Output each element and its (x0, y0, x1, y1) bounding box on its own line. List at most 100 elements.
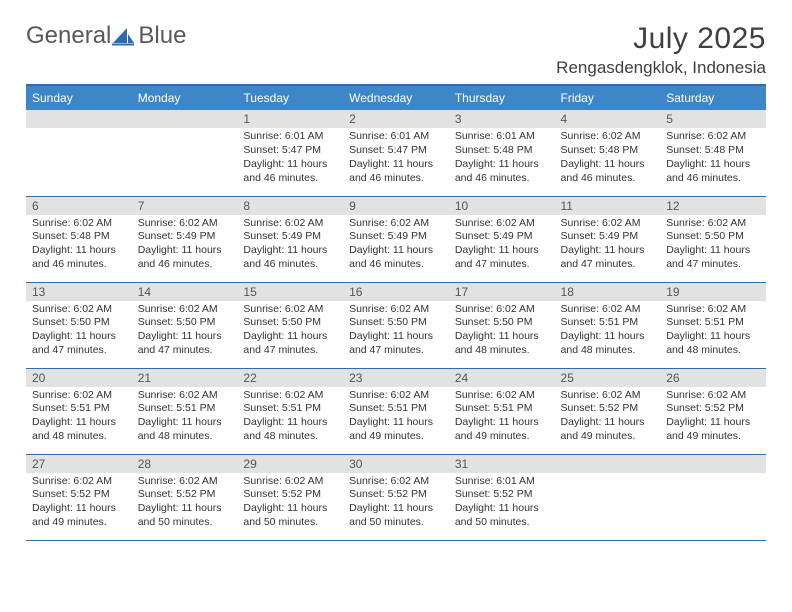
day-number: 6 (26, 197, 132, 215)
day-details: Sunrise: 6:02 AMSunset: 5:49 PMDaylight:… (132, 215, 238, 276)
logo: General Blue (26, 22, 186, 50)
day-number-empty (660, 455, 766, 473)
day-number-empty (132, 110, 238, 128)
sunset-line: Sunset: 5:50 PM (32, 316, 126, 330)
calendar-cell: 13Sunrise: 6:02 AMSunset: 5:50 PMDayligh… (26, 282, 132, 368)
day-number: 3 (449, 110, 555, 128)
sunset-line: Sunset: 5:50 PM (666, 230, 760, 244)
daylight-line: Daylight: 11 hours and 47 minutes. (243, 330, 337, 358)
calendar-row: 27Sunrise: 6:02 AMSunset: 5:52 PMDayligh… (26, 454, 766, 540)
sunrise-line: Sunrise: 6:02 AM (349, 475, 443, 489)
sunset-line: Sunset: 5:51 PM (455, 402, 549, 416)
daylight-line: Daylight: 11 hours and 46 minutes. (561, 158, 655, 186)
sunrise-line: Sunrise: 6:02 AM (349, 217, 443, 231)
sunrise-line: Sunrise: 6:01 AM (243, 130, 337, 144)
sunrise-line: Sunrise: 6:02 AM (455, 303, 549, 317)
sunrise-line: Sunrise: 6:02 AM (243, 217, 337, 231)
daylight-line: Daylight: 11 hours and 49 minutes. (32, 502, 126, 530)
sunset-line: Sunset: 5:48 PM (455, 144, 549, 158)
calendar-cell (555, 454, 661, 540)
sunrise-line: Sunrise: 6:01 AM (455, 475, 549, 489)
daylight-line: Daylight: 11 hours and 47 minutes. (138, 330, 232, 358)
daylight-line: Daylight: 11 hours and 49 minutes. (349, 416, 443, 444)
daylight-line: Daylight: 11 hours and 50 minutes. (243, 502, 337, 530)
sunset-line: Sunset: 5:51 PM (138, 402, 232, 416)
daylight-line: Daylight: 11 hours and 46 minutes. (349, 158, 443, 186)
weekday-header: Thursday (449, 86, 555, 110)
sunrise-line: Sunrise: 6:02 AM (138, 389, 232, 403)
day-details: Sunrise: 6:02 AMSunset: 5:52 PMDaylight:… (343, 473, 449, 534)
sunrise-line: Sunrise: 6:02 AM (243, 303, 337, 317)
weekday-header: Monday (132, 86, 238, 110)
day-details: Sunrise: 6:02 AMSunset: 5:48 PMDaylight:… (26, 215, 132, 276)
daylight-line: Daylight: 11 hours and 48 minutes. (243, 416, 337, 444)
calendar-cell: 17Sunrise: 6:02 AMSunset: 5:50 PMDayligh… (449, 282, 555, 368)
day-details: Sunrise: 6:02 AMSunset: 5:51 PMDaylight:… (449, 387, 555, 448)
calendar-cell: 12Sunrise: 6:02 AMSunset: 5:50 PMDayligh… (660, 196, 766, 282)
daylight-line: Daylight: 11 hours and 49 minutes. (561, 416, 655, 444)
calendar-row: 6Sunrise: 6:02 AMSunset: 5:48 PMDaylight… (26, 196, 766, 282)
sunset-line: Sunset: 5:50 PM (455, 316, 549, 330)
calendar-cell: 22Sunrise: 6:02 AMSunset: 5:51 PMDayligh… (237, 368, 343, 454)
sunset-line: Sunset: 5:50 PM (243, 316, 337, 330)
day-number: 26 (660, 369, 766, 387)
calendar-cell: 29Sunrise: 6:02 AMSunset: 5:52 PMDayligh… (237, 454, 343, 540)
day-number: 29 (237, 455, 343, 473)
sunrise-line: Sunrise: 6:02 AM (138, 217, 232, 231)
sunset-line: Sunset: 5:47 PM (349, 144, 443, 158)
logo-text-part2: Blue (138, 22, 186, 50)
sunrise-line: Sunrise: 6:02 AM (666, 217, 760, 231)
day-number: 31 (449, 455, 555, 473)
sunset-line: Sunset: 5:47 PM (243, 144, 337, 158)
day-details: Sunrise: 6:02 AMSunset: 5:51 PMDaylight:… (555, 301, 661, 362)
day-number: 15 (237, 283, 343, 301)
day-details: Sunrise: 6:01 AMSunset: 5:52 PMDaylight:… (449, 473, 555, 534)
day-details: Sunrise: 6:02 AMSunset: 5:52 PMDaylight:… (26, 473, 132, 534)
day-number: 28 (132, 455, 238, 473)
calendar-cell: 8Sunrise: 6:02 AMSunset: 5:49 PMDaylight… (237, 196, 343, 282)
day-details: Sunrise: 6:02 AMSunset: 5:51 PMDaylight:… (26, 387, 132, 448)
daylight-line: Daylight: 11 hours and 48 minutes. (32, 416, 126, 444)
calendar-cell: 24Sunrise: 6:02 AMSunset: 5:51 PMDayligh… (449, 368, 555, 454)
day-details: Sunrise: 6:02 AMSunset: 5:50 PMDaylight:… (26, 301, 132, 362)
day-details: Sunrise: 6:02 AMSunset: 5:48 PMDaylight:… (660, 128, 766, 189)
sunrise-line: Sunrise: 6:02 AM (666, 303, 760, 317)
daylight-line: Daylight: 11 hours and 48 minutes. (666, 330, 760, 358)
calendar-cell: 27Sunrise: 6:02 AMSunset: 5:52 PMDayligh… (26, 454, 132, 540)
sunset-line: Sunset: 5:52 PM (455, 488, 549, 502)
calendar-cell: 19Sunrise: 6:02 AMSunset: 5:51 PMDayligh… (660, 282, 766, 368)
day-details: Sunrise: 6:02 AMSunset: 5:51 PMDaylight:… (343, 387, 449, 448)
sunrise-line: Sunrise: 6:02 AM (349, 389, 443, 403)
weekday-header: Wednesday (343, 86, 449, 110)
calendar-cell: 7Sunrise: 6:02 AMSunset: 5:49 PMDaylight… (132, 196, 238, 282)
sunset-line: Sunset: 5:48 PM (666, 144, 760, 158)
sail-icon (111, 26, 135, 46)
daylight-line: Daylight: 11 hours and 46 minutes. (243, 158, 337, 186)
day-details: Sunrise: 6:02 AMSunset: 5:52 PMDaylight:… (660, 387, 766, 448)
calendar-cell: 9Sunrise: 6:02 AMSunset: 5:49 PMDaylight… (343, 196, 449, 282)
day-details: Sunrise: 6:02 AMSunset: 5:50 PMDaylight:… (449, 301, 555, 362)
calendar-cell: 2Sunrise: 6:01 AMSunset: 5:47 PMDaylight… (343, 110, 449, 196)
daylight-line: Daylight: 11 hours and 46 minutes. (349, 244, 443, 272)
daylight-line: Daylight: 11 hours and 48 minutes. (455, 330, 549, 358)
calendar-cell (132, 110, 238, 196)
sunrise-line: Sunrise: 6:02 AM (32, 303, 126, 317)
day-number-empty (26, 110, 132, 128)
calendar-cell: 31Sunrise: 6:01 AMSunset: 5:52 PMDayligh… (449, 454, 555, 540)
day-number: 20 (26, 369, 132, 387)
sunset-line: Sunset: 5:51 PM (561, 316, 655, 330)
daylight-line: Daylight: 11 hours and 46 minutes. (138, 244, 232, 272)
day-number: 24 (449, 369, 555, 387)
daylight-line: Daylight: 11 hours and 46 minutes. (666, 158, 760, 186)
daylight-line: Daylight: 11 hours and 50 minutes. (138, 502, 232, 530)
day-number: 22 (237, 369, 343, 387)
day-details: Sunrise: 6:02 AMSunset: 5:52 PMDaylight:… (555, 387, 661, 448)
daylight-line: Daylight: 11 hours and 47 minutes. (349, 330, 443, 358)
sunrise-line: Sunrise: 6:02 AM (455, 217, 549, 231)
day-details: Sunrise: 6:01 AMSunset: 5:47 PMDaylight:… (237, 128, 343, 189)
day-details: Sunrise: 6:02 AMSunset: 5:50 PMDaylight:… (660, 215, 766, 276)
calendar-cell: 26Sunrise: 6:02 AMSunset: 5:52 PMDayligh… (660, 368, 766, 454)
day-number: 11 (555, 197, 661, 215)
sunset-line: Sunset: 5:52 PM (243, 488, 337, 502)
day-number: 12 (660, 197, 766, 215)
